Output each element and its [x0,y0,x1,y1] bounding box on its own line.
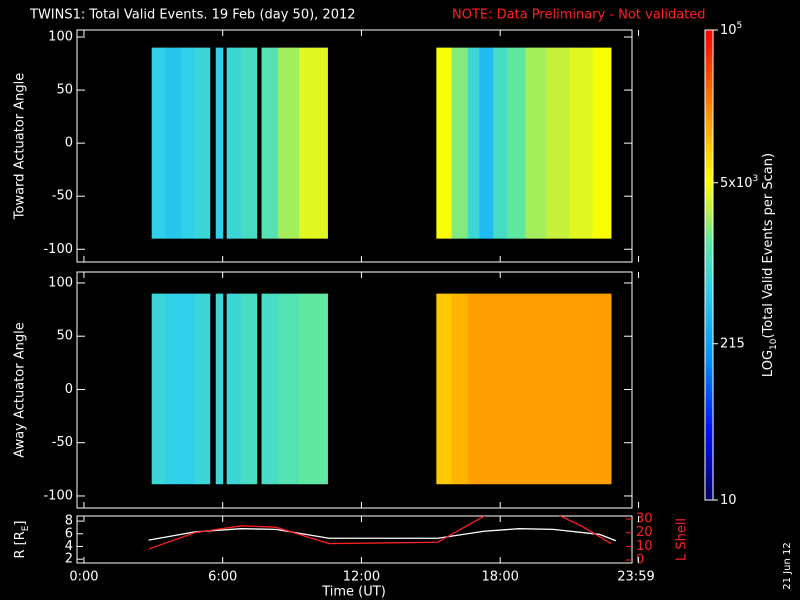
y2-tick-label: 0 [636,552,644,567]
heat-strip [241,47,258,239]
colorbar [704,29,714,501]
y-tick-label: -100 [43,488,73,503]
y-tick-label: -50 [52,189,73,204]
heat-strip [261,47,279,239]
y-tick-label: 8 [65,514,73,529]
colorbar-tick-label: 5x103 [720,173,758,190]
text-part: R [R [13,531,28,558]
heat-strip [592,47,612,239]
y2-tick-label: 30 [636,512,653,527]
heat-strip [299,47,328,239]
y-tick-label: 50 [56,83,73,98]
heat-strip [493,293,508,485]
heat-strip [546,47,571,239]
axes-frame [76,29,633,263]
heat-strip [194,47,211,239]
note: NOTE: Data Preliminary - Not validated [452,8,706,23]
y-tick-label: 6 [65,526,73,541]
heat-strip [164,293,182,485]
heat-strip [569,293,594,485]
y-tick-label: 100 [48,275,73,290]
heat-strip [525,47,547,239]
text-part: 10 [769,338,779,350]
heat-strip [546,293,571,485]
heat-strip [479,47,494,239]
heat-strip [226,47,242,239]
y-tick-label: 4 [65,539,73,554]
x-tick-label: 6:00 [208,570,237,585]
heat-strip [215,47,224,239]
x-tick-label: 0:00 [69,570,98,585]
heat-strip [467,47,480,239]
heat-strip [467,293,480,485]
x-axis-label: Time (UT) [321,585,386,600]
chart-title: TWINS1: Total Valid Events. 19 Feb (day … [29,8,356,23]
heat-strip [436,47,453,239]
y-tick-label: 2 [65,552,73,567]
y-tick-label: 100 [48,30,73,45]
y-axis-label: Toward Actuator Angle [13,73,28,220]
y2-tick-label: 10 [636,539,653,554]
heat-strip [164,47,182,239]
text-part: E [21,525,31,531]
orbit-line [148,528,617,542]
heat-strip [451,293,469,485]
orbit-line [148,516,612,550]
text-part: 10 [720,23,737,38]
heat-strip [507,293,527,485]
heat-strip [278,293,300,485]
heat-strip [299,293,328,485]
heat-strip [241,293,258,485]
text-part: (Total Valid Events per Scan) [761,153,776,339]
heat-strip [569,47,594,239]
text-part: 215 [720,336,745,351]
heat-strip [181,47,196,239]
heat-strip [151,293,166,485]
date-stamp: 21 Jun 12 [782,542,793,589]
colorbar-label: LOG10(Total Valid Events per Scan) [761,153,779,377]
x-tick-label: 23:59 [617,570,654,585]
text-part: LOG [761,350,776,377]
heat-strip [261,293,279,485]
x-tick-label: 18:00 [481,570,518,585]
axes-frame [76,515,633,564]
heat-strip [479,293,494,485]
colorbar-tick-label: 10 [720,493,737,508]
heat-strip [278,47,300,239]
heat-strip [194,293,211,485]
y-tick-label: 0 [65,136,73,151]
y2-tick-label: 20 [636,525,653,540]
colorbar-tick-label: 215 [720,336,745,351]
heat-strip [151,47,166,239]
x-tick-label: 12:00 [343,570,380,585]
text-part: 5 [737,21,743,31]
heat-strip [181,293,196,485]
y2-axis-label: L Shell [675,518,690,561]
heat-strip [525,293,547,485]
heat-strip [451,47,469,239]
y-tick-label: -100 [43,242,73,257]
text-part: 3 [753,173,759,183]
heat-strip [226,293,242,485]
y-tick-label: 50 [56,329,73,344]
y-tick-label: 0 [65,382,73,397]
heat-strip [493,47,508,239]
heat-strip [592,293,612,485]
text-part: 10 [720,493,737,508]
y-tick-label: -50 [52,435,73,450]
heat-strip [215,293,224,485]
axes-frame [76,271,633,509]
colorbar-tick-label: 105 [720,21,742,38]
y-axis-label: Away Actuator Angle [13,322,28,457]
heat-strip [436,293,453,485]
y-axis-label: R [RE] [13,520,31,558]
text-part: 5x10 [720,175,753,190]
text-part: ] [13,520,28,525]
heat-strip [507,47,527,239]
